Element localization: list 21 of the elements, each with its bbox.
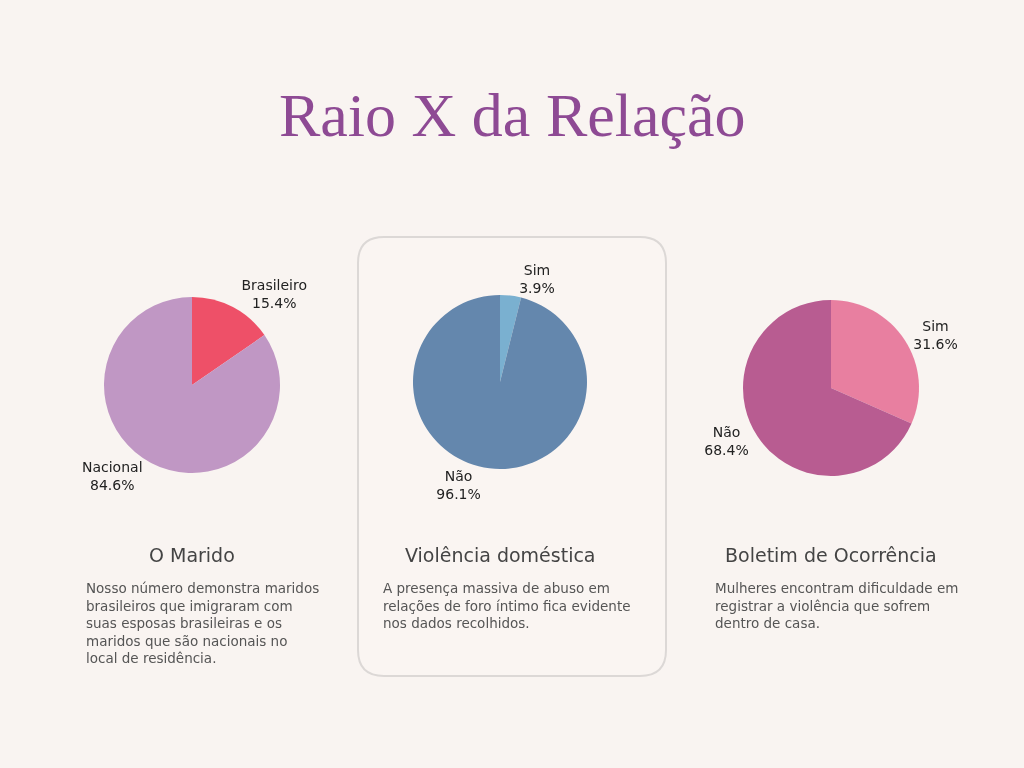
slice-label: Sim [922, 317, 949, 334]
data-label: 15.4% [252, 294, 297, 311]
slice-label: Brasileiro [241, 276, 308, 293]
data-label: 68.4% [704, 442, 749, 459]
slice-label: Nacional [81, 459, 143, 476]
data-label: 84.6% [90, 477, 135, 494]
pie-slice [413, 295, 587, 469]
text: O Marido [149, 544, 235, 566]
slice-label: Não [444, 468, 473, 485]
text: A presença massiva de abuso em relações de foro íntimo fica evidente nos dados recolhidos. [383, 580, 631, 632]
text: Mulheres encontram dificuldade em registrar a violência que sofrem dentro de casa. [715, 580, 959, 632]
text: Boletim de Ocorrência [725, 544, 937, 566]
text: Nosso número demonstra maridos brasileiros que imigraram com suas esposas brasileiras e os maridos que são nacionais no local de residência. [86, 580, 320, 667]
data-label: 96.1% [436, 486, 481, 503]
pie-slice [500, 295, 522, 382]
slice-label: Não [712, 424, 741, 441]
data-label: 3.9% [519, 279, 555, 296]
slice-label: Sim [523, 261, 551, 278]
text: Raio X da Relação [279, 81, 746, 149]
data-label: 31.6% [913, 335, 958, 352]
text: Violência doméstica [405, 544, 596, 566]
